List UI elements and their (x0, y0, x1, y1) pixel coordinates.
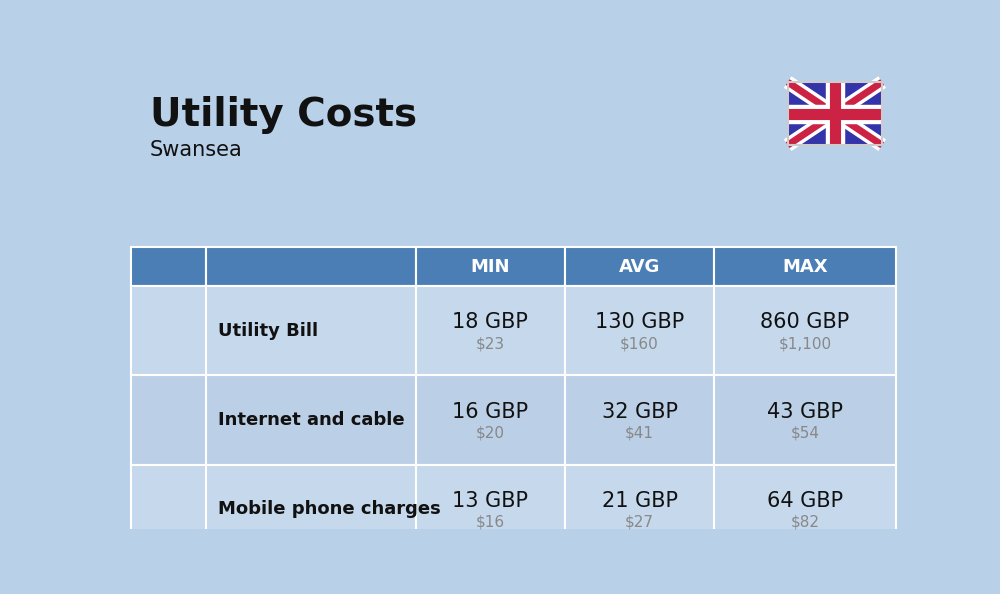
Text: $54: $54 (791, 426, 820, 441)
Text: AVG: AVG (619, 258, 660, 276)
Text: MIN: MIN (471, 258, 510, 276)
Text: Swansea: Swansea (150, 140, 243, 160)
FancyBboxPatch shape (416, 465, 565, 554)
FancyBboxPatch shape (714, 247, 896, 286)
Text: 18 GBP: 18 GBP (452, 312, 528, 333)
Text: $160: $160 (620, 336, 659, 352)
Text: $41: $41 (625, 426, 654, 441)
Text: $20: $20 (476, 426, 505, 441)
FancyBboxPatch shape (131, 247, 206, 286)
FancyBboxPatch shape (206, 465, 416, 554)
FancyBboxPatch shape (714, 375, 896, 465)
Text: 21 GBP: 21 GBP (602, 491, 678, 511)
Text: 130 GBP: 130 GBP (595, 312, 684, 333)
FancyBboxPatch shape (565, 286, 714, 375)
Text: MAX: MAX (782, 258, 828, 276)
FancyBboxPatch shape (565, 247, 714, 286)
FancyBboxPatch shape (788, 82, 882, 145)
Text: Utility Bill: Utility Bill (218, 322, 318, 340)
FancyBboxPatch shape (206, 375, 416, 465)
Text: 43 GBP: 43 GBP (767, 402, 843, 422)
FancyBboxPatch shape (565, 375, 714, 465)
FancyBboxPatch shape (714, 286, 896, 375)
FancyBboxPatch shape (206, 247, 416, 286)
Text: $27: $27 (625, 515, 654, 530)
Text: 860 GBP: 860 GBP (760, 312, 850, 333)
FancyBboxPatch shape (416, 375, 565, 465)
Text: $1,100: $1,100 (778, 336, 832, 352)
FancyBboxPatch shape (416, 286, 565, 375)
Text: 64 GBP: 64 GBP (767, 491, 843, 511)
FancyBboxPatch shape (714, 465, 896, 554)
Text: 32 GBP: 32 GBP (602, 402, 678, 422)
FancyBboxPatch shape (416, 247, 565, 286)
FancyBboxPatch shape (565, 465, 714, 554)
FancyBboxPatch shape (206, 286, 416, 375)
Text: $82: $82 (791, 515, 820, 530)
Text: $16: $16 (476, 515, 505, 530)
FancyBboxPatch shape (131, 375, 206, 465)
Text: Utility Costs: Utility Costs (150, 96, 417, 134)
FancyBboxPatch shape (131, 286, 206, 375)
Text: 13 GBP: 13 GBP (452, 491, 528, 511)
Text: 16 GBP: 16 GBP (452, 402, 528, 422)
FancyBboxPatch shape (131, 465, 206, 554)
Text: $23: $23 (476, 336, 505, 352)
Text: Internet and cable: Internet and cable (218, 411, 405, 429)
Text: Mobile phone charges: Mobile phone charges (218, 500, 441, 518)
